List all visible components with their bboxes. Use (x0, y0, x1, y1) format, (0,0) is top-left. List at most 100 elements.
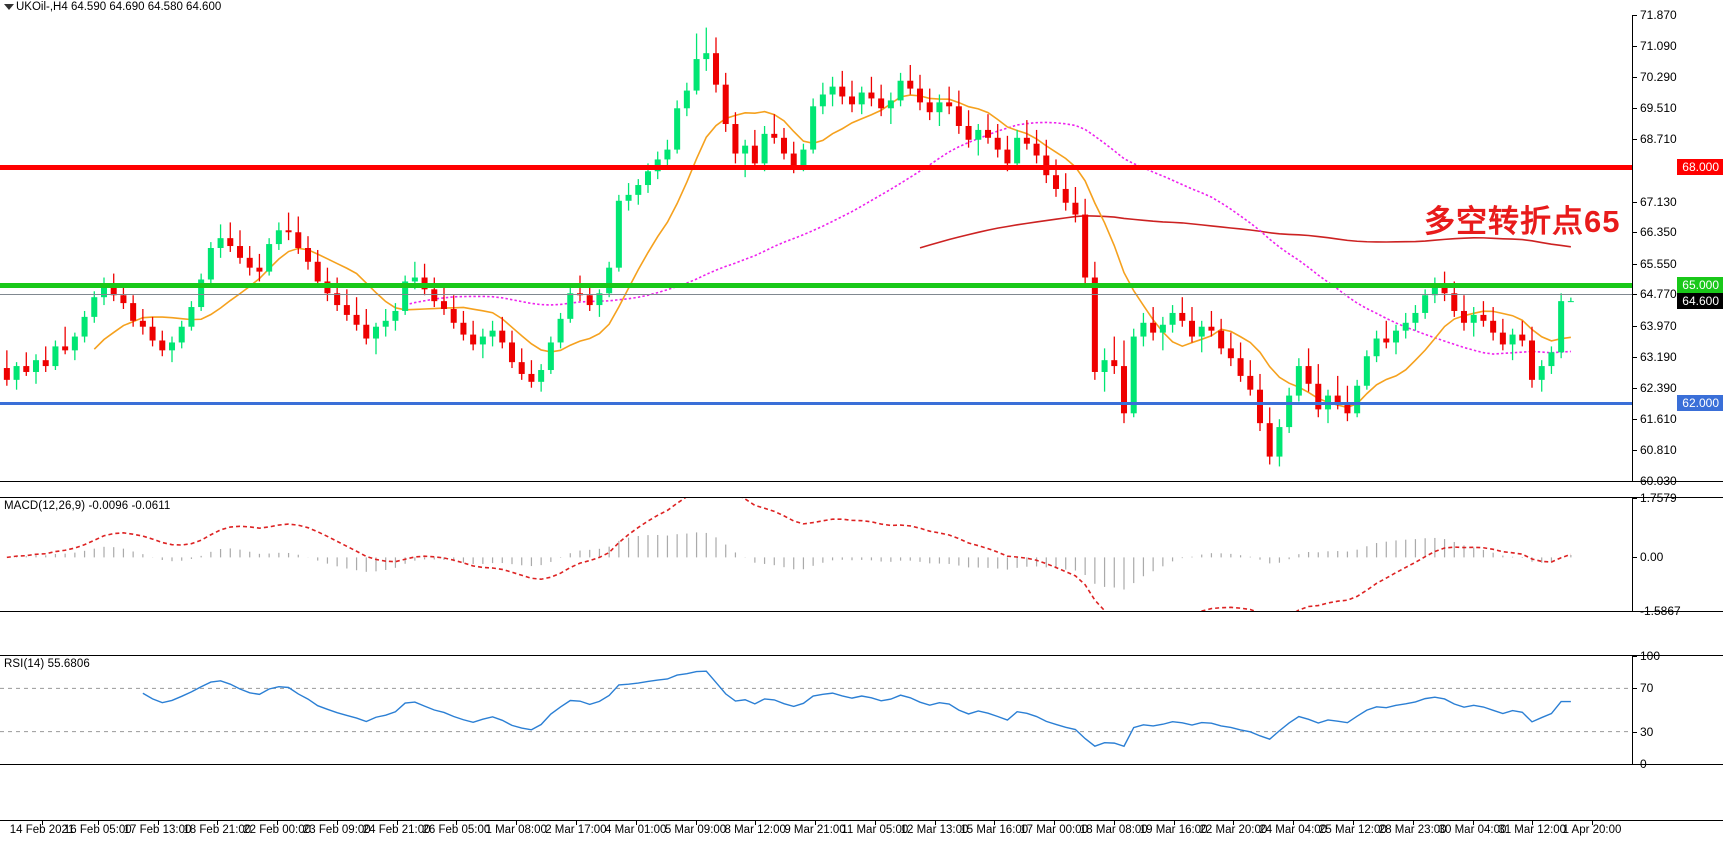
axis-tick (1632, 764, 1637, 765)
axis-tick (1632, 450, 1637, 452)
time-tick-label: 17 Mar 00:00 (1020, 824, 1088, 836)
axis-tick (1632, 611, 1637, 612)
chart-annotation-text: 多空转折点65 (1424, 204, 1621, 239)
chart-title-bar: UKOil-,H4 64.590 64.690 64.580 64.600 (0, 0, 1723, 15)
cursor-price-line (0, 293, 1632, 296)
axis-tick-label: 65.550 (1640, 256, 1677, 271)
axis-tick-label: 62.390 (1640, 381, 1677, 396)
level-line-62[interactable] (0, 401, 1632, 405)
axis-tick (1632, 77, 1637, 79)
time-tick-label: 30 Mar 04:00 (1438, 824, 1507, 836)
time-tick (1592, 821, 1593, 825)
time-tick-label: 24 Feb 21:00 (362, 824, 431, 836)
macd-histogram (15, 532, 1572, 590)
level-line-68[interactable] (0, 164, 1632, 170)
time-tick-label: 9 Mar 21:00 (784, 824, 846, 836)
level-line-65[interactable] (0, 282, 1632, 288)
time-tick-label: 24 Mar 04:00 (1259, 824, 1328, 836)
axis-tick-label: 67.130 (1640, 194, 1677, 209)
time-tick-label: 16 Feb 05:00 (63, 824, 132, 836)
time-tick (277, 821, 279, 825)
axis-tick (1632, 656, 1637, 657)
level-label-68[interactable]: 68.000 (1677, 159, 1723, 176)
time-tick (874, 821, 876, 825)
macd-axis: 1.7579 0.00 -1.5867 (1632, 491, 1723, 618)
axis-tick (1632, 688, 1637, 690)
axis-tick (1632, 418, 1637, 420)
axis-tick-label: 70 (1640, 681, 1654, 696)
level-label-65[interactable]: 65.000 (1677, 277, 1723, 294)
time-tick (934, 821, 936, 825)
time-tick (1472, 821, 1474, 825)
time-tick-label: 18 Feb 21:00 (183, 824, 252, 836)
time-tick (635, 821, 637, 825)
time-tick (1293, 821, 1295, 825)
time-tick-label: 31 Mar 12:00 (1498, 824, 1567, 836)
ma-fast-line (93, 94, 1571, 409)
axis-tick-label: 61.610 (1640, 411, 1677, 426)
time-tick-label: 11 Mar 05:00 (841, 824, 909, 836)
price-candles-svg (3, 27, 1574, 467)
time-axis[interactable]: 14 Feb 2021 16 Feb 05:00 17 Feb 13:00 18 Fe… (0, 820, 1723, 840)
time-tick-label: 14 Feb 2021 (9, 824, 75, 836)
macd-header-label: MACD(12,26,9) -0.0096 -0.0611 (4, 500, 171, 512)
time-tick (994, 821, 996, 825)
axis-tick-label: 70.290 (1640, 70, 1677, 85)
price-axis[interactable]: 71.870 71.090 70.290 69.510 68.710 67.130 66.3… (1632, 8, 1723, 488)
rsi-plot-area[interactable] (0, 656, 1632, 764)
time-tick-label: 8 Mar 12:00 (724, 824, 786, 836)
axis-tick-label: 71.870 (1640, 8, 1677, 22)
rsi-line (142, 670, 1571, 748)
macd-plot-area[interactable] (0, 498, 1632, 611)
ma-mid-line (404, 121, 1571, 355)
axis-tick-label: 68.710 (1640, 132, 1677, 147)
page-title: UKOil-,H4 64.590 64.690 64.580 64.600 (16, 1, 222, 13)
axis-tick-label: 60.030 (1640, 474, 1677, 488)
time-tick-label: 26 Feb 05:00 (422, 824, 491, 836)
time-tick-label: 1 Mar 08:00 (485, 824, 547, 836)
time-tick (1173, 821, 1175, 825)
axis-tick-label: -1.5867 (1640, 604, 1681, 618)
time-tick-label: 4 Mar 01:00 (605, 824, 667, 836)
axis-tick (1632, 731, 1637, 733)
time-tick-label: 5 Mar 09:00 (664, 824, 727, 836)
axis-tick (1632, 107, 1637, 109)
time-tick-label: 15 Mar 16:00 (960, 824, 1029, 836)
time-tick (1233, 821, 1235, 825)
time-tick (336, 821, 338, 825)
price-plot-area[interactable]: 多空转折点65 (0, 15, 1632, 481)
time-tick (456, 821, 458, 825)
ma-slow-line (919, 214, 1571, 249)
chevron-down-icon[interactable] (4, 4, 14, 10)
axis-tick-label: 100 (1640, 649, 1661, 663)
axis-tick-label: 66.350 (1640, 225, 1677, 240)
axis-tick (1632, 139, 1637, 141)
axis-tick-label: 0.00 (1640, 550, 1664, 565)
axis-tick-label: 63.190 (1640, 349, 1677, 364)
axis-tick (1632, 232, 1637, 234)
time-tick (755, 821, 757, 825)
macd-signal-line (6, 498, 1572, 611)
time-tick-label: 23 Feb 09:00 (302, 824, 371, 836)
axis-line (1632, 15, 1633, 481)
time-tick (1054, 821, 1056, 825)
current-price-label: 64.600 (1677, 293, 1723, 310)
axis-tick (1632, 325, 1637, 327)
time-tick-label: 12 Mar 13:00 (900, 824, 969, 836)
time-tick-label: 2 Mar 17:00 (545, 824, 607, 836)
time-tick (157, 821, 159, 825)
time-tick-label: 19 Mar 16:00 (1139, 824, 1208, 836)
time-tick (516, 821, 518, 825)
level-label-62[interactable]: 62.000 (1677, 395, 1723, 412)
time-tick (42, 821, 43, 825)
time-tick-label: 25 Mar 12:00 (1319, 824, 1387, 836)
axis-tick-label: 64.770 (1640, 287, 1677, 302)
candlestick-series (3, 27, 1574, 467)
time-tick-label: 28 Mar 23:00 (1378, 824, 1447, 836)
rsi-svg (0, 670, 1632, 748)
axis-tick (1632, 263, 1637, 265)
time-tick (575, 821, 577, 825)
axis-tick (1632, 481, 1637, 482)
axis-tick-label: 71.090 (1640, 38, 1677, 53)
price-pane: 多空转折点65 71.870 71.090 70.290 69.510 68.710 67… (0, 8, 1723, 488)
